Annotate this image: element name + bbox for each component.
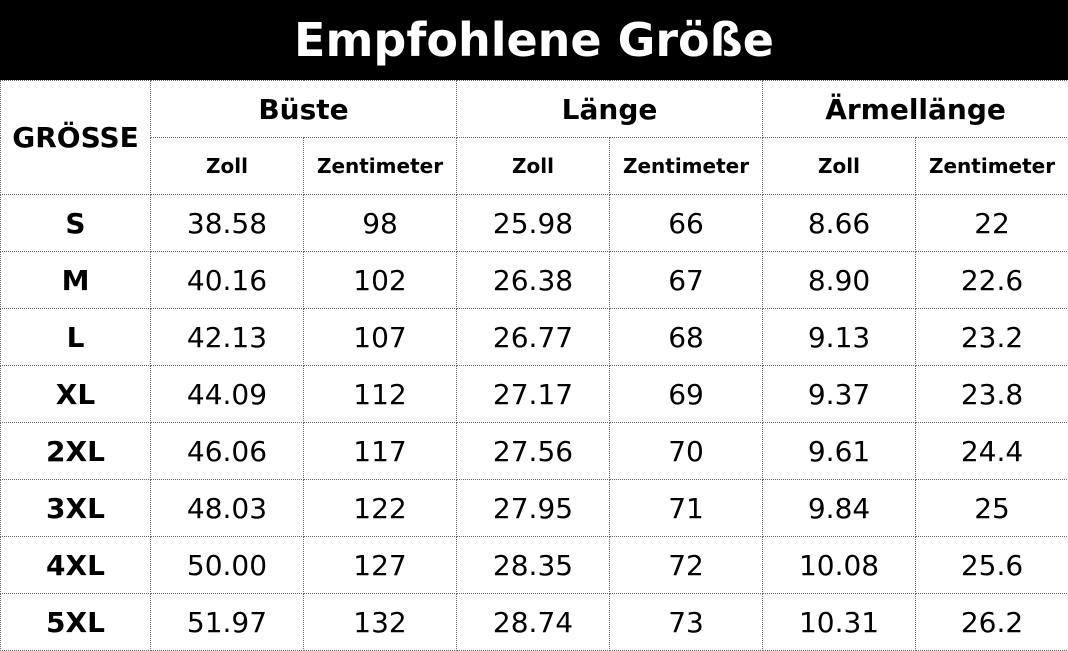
measurement: 117 xyxy=(304,423,457,480)
measurement: 28.74 xyxy=(457,594,610,651)
measurement: 66 xyxy=(610,195,763,252)
measurement: 67 xyxy=(610,252,763,309)
measurement: 98 xyxy=(304,195,457,252)
measurement: 38.58 xyxy=(151,195,304,252)
measurement: 50.00 xyxy=(151,537,304,594)
measurement: 132 xyxy=(304,594,457,651)
size-label: 3XL xyxy=(1,480,151,537)
measurement: 48.03 xyxy=(151,480,304,537)
measurement: 8.90 xyxy=(763,252,916,309)
measurement: 73 xyxy=(610,594,763,651)
size-label: 4XL xyxy=(1,537,151,594)
measurement: 71 xyxy=(610,480,763,537)
unit-header: Zoll xyxy=(457,138,610,195)
measurement: 68 xyxy=(610,309,763,366)
measurement: 51.97 xyxy=(151,594,304,651)
measurement: 127 xyxy=(304,537,457,594)
measurement: 24.4 xyxy=(916,423,1068,480)
unit-header: Zentimeter xyxy=(304,138,457,195)
measurement: 102 xyxy=(304,252,457,309)
measurement: 26.38 xyxy=(457,252,610,309)
size-label: XL xyxy=(1,366,151,423)
measurement: 27.95 xyxy=(457,480,610,537)
measurement: 112 xyxy=(304,366,457,423)
measurement: 25 xyxy=(916,480,1068,537)
unit-header: Zoll xyxy=(151,138,304,195)
measurement: 44.09 xyxy=(151,366,304,423)
size-label: L xyxy=(1,309,151,366)
measurement: 26.77 xyxy=(457,309,610,366)
measurement: 26.2 xyxy=(916,594,1068,651)
group-header: Länge xyxy=(457,81,763,138)
unit-header: Zoll xyxy=(763,138,916,195)
measurement: 46.06 xyxy=(151,423,304,480)
measurement: 72 xyxy=(610,537,763,594)
measurement: 27.17 xyxy=(457,366,610,423)
size-label: 2XL xyxy=(1,423,151,480)
unit-header: Zentimeter xyxy=(916,138,1068,195)
measurement: 9.84 xyxy=(763,480,916,537)
measurement: 9.61 xyxy=(763,423,916,480)
measurement: 25.6 xyxy=(916,537,1068,594)
measurement: 23.2 xyxy=(916,309,1068,366)
measurement: 22 xyxy=(916,195,1068,252)
measurement: 8.66 xyxy=(763,195,916,252)
measurement: 122 xyxy=(304,480,457,537)
group-header: Ärmellänge xyxy=(763,81,1068,138)
measurement: 40.16 xyxy=(151,252,304,309)
size-label: 5XL xyxy=(1,594,151,651)
measurement: 10.31 xyxy=(763,594,916,651)
measurement: 10.08 xyxy=(763,537,916,594)
size-header: GRÖSSE xyxy=(1,81,151,195)
measurement: 70 xyxy=(610,423,763,480)
measurement: 107 xyxy=(304,309,457,366)
measurement: 9.13 xyxy=(763,309,916,366)
size-label: S xyxy=(1,195,151,252)
measurement: 9.37 xyxy=(763,366,916,423)
measurement: 22.6 xyxy=(916,252,1068,309)
title: Empfohlene Größe xyxy=(0,0,1068,80)
measurement: 23.8 xyxy=(916,366,1068,423)
measurement: 27.56 xyxy=(457,423,610,480)
measurement: 28.35 xyxy=(457,537,610,594)
size-label: M xyxy=(1,252,151,309)
measurement: 69 xyxy=(610,366,763,423)
unit-header: Zentimeter xyxy=(610,138,763,195)
measurement: 25.98 xyxy=(457,195,610,252)
group-header: Büste xyxy=(151,81,457,138)
measurement: 42.13 xyxy=(151,309,304,366)
